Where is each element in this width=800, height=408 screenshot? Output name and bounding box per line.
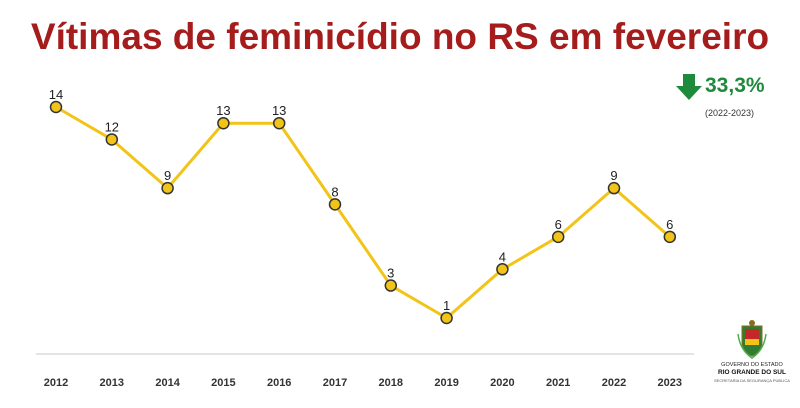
x-tick-2016: 2016 bbox=[267, 377, 291, 389]
data-point-2015 bbox=[217, 116, 230, 130]
data-point-2022 bbox=[607, 181, 621, 195]
change-percent: 33,3% bbox=[705, 74, 765, 97]
x-tick-2022: 2022 bbox=[602, 377, 626, 389]
x-tick-2015: 2015 bbox=[211, 377, 235, 389]
x-tick-2020: 2020 bbox=[490, 377, 514, 389]
x-tick-2017: 2017 bbox=[323, 377, 347, 389]
data-label-2020: 4 bbox=[499, 249, 506, 264]
data-label-2021: 6 bbox=[555, 217, 562, 232]
data-label-2012: 14 bbox=[49, 87, 63, 102]
coat-of-arms-icon bbox=[737, 320, 767, 359]
data-label-2014: 9 bbox=[164, 168, 171, 183]
x-tick-2018: 2018 bbox=[379, 377, 403, 389]
data-label-2017: 8 bbox=[331, 184, 338, 199]
data-point-2018 bbox=[384, 279, 398, 292]
data-label-2016: 13 bbox=[272, 103, 286, 118]
data-point-2021 bbox=[551, 230, 565, 244]
change-indicator: 33,3% (2022-2023) bbox=[676, 70, 788, 130]
data-point-2013 bbox=[105, 133, 119, 146]
government-logo: GOVERNO DO ESTADO RIO GRANDE DO SUL SECR… bbox=[712, 320, 792, 404]
data-label-2013: 12 bbox=[105, 119, 119, 134]
data-point-2017 bbox=[328, 198, 342, 211]
logo-line-1: GOVERNO DO ESTADO bbox=[721, 362, 783, 368]
x-tick-2023: 2023 bbox=[658, 377, 682, 389]
x-tick-2014: 2014 bbox=[155, 377, 180, 389]
data-point-2020 bbox=[496, 263, 509, 276]
data-label-2015: 13 bbox=[216, 103, 230, 118]
data-label-2022: 9 bbox=[610, 168, 617, 183]
x-tick-labels: 2012 2013 2014 2015 2016 2017 2018 2019 2020 2021… bbox=[44, 377, 682, 389]
arrow-down-icon bbox=[676, 74, 702, 100]
data-label-2023: 6 bbox=[666, 217, 673, 232]
chart-title: Vítimas de feminicídio no RS em fevereir… bbox=[30, 16, 770, 57]
x-tick-2021: 2021 bbox=[546, 377, 570, 389]
data-point-2012 bbox=[49, 100, 63, 114]
logo-line-3: SECRETARIA DA SEGURANÇA PÚBLICA bbox=[714, 378, 790, 383]
series-line bbox=[55, 105, 671, 320]
logo-line-2: RIO GRANDE DO SUL bbox=[718, 369, 786, 376]
data-label-2019: 1 bbox=[443, 298, 450, 313]
data-point-2019 bbox=[440, 311, 453, 325]
x-tick-2019: 2019 bbox=[434, 377, 458, 389]
data-point-2016 bbox=[272, 116, 286, 130]
data-points bbox=[49, 100, 677, 325]
data-label-2018: 3 bbox=[387, 266, 394, 281]
x-tick-2013: 2013 bbox=[100, 377, 124, 389]
change-period: (2022-2023) bbox=[705, 108, 755, 118]
data-point-2023 bbox=[663, 230, 677, 244]
x-tick-2012: 2012 bbox=[44, 377, 68, 389]
data-point-2014 bbox=[161, 181, 174, 195]
